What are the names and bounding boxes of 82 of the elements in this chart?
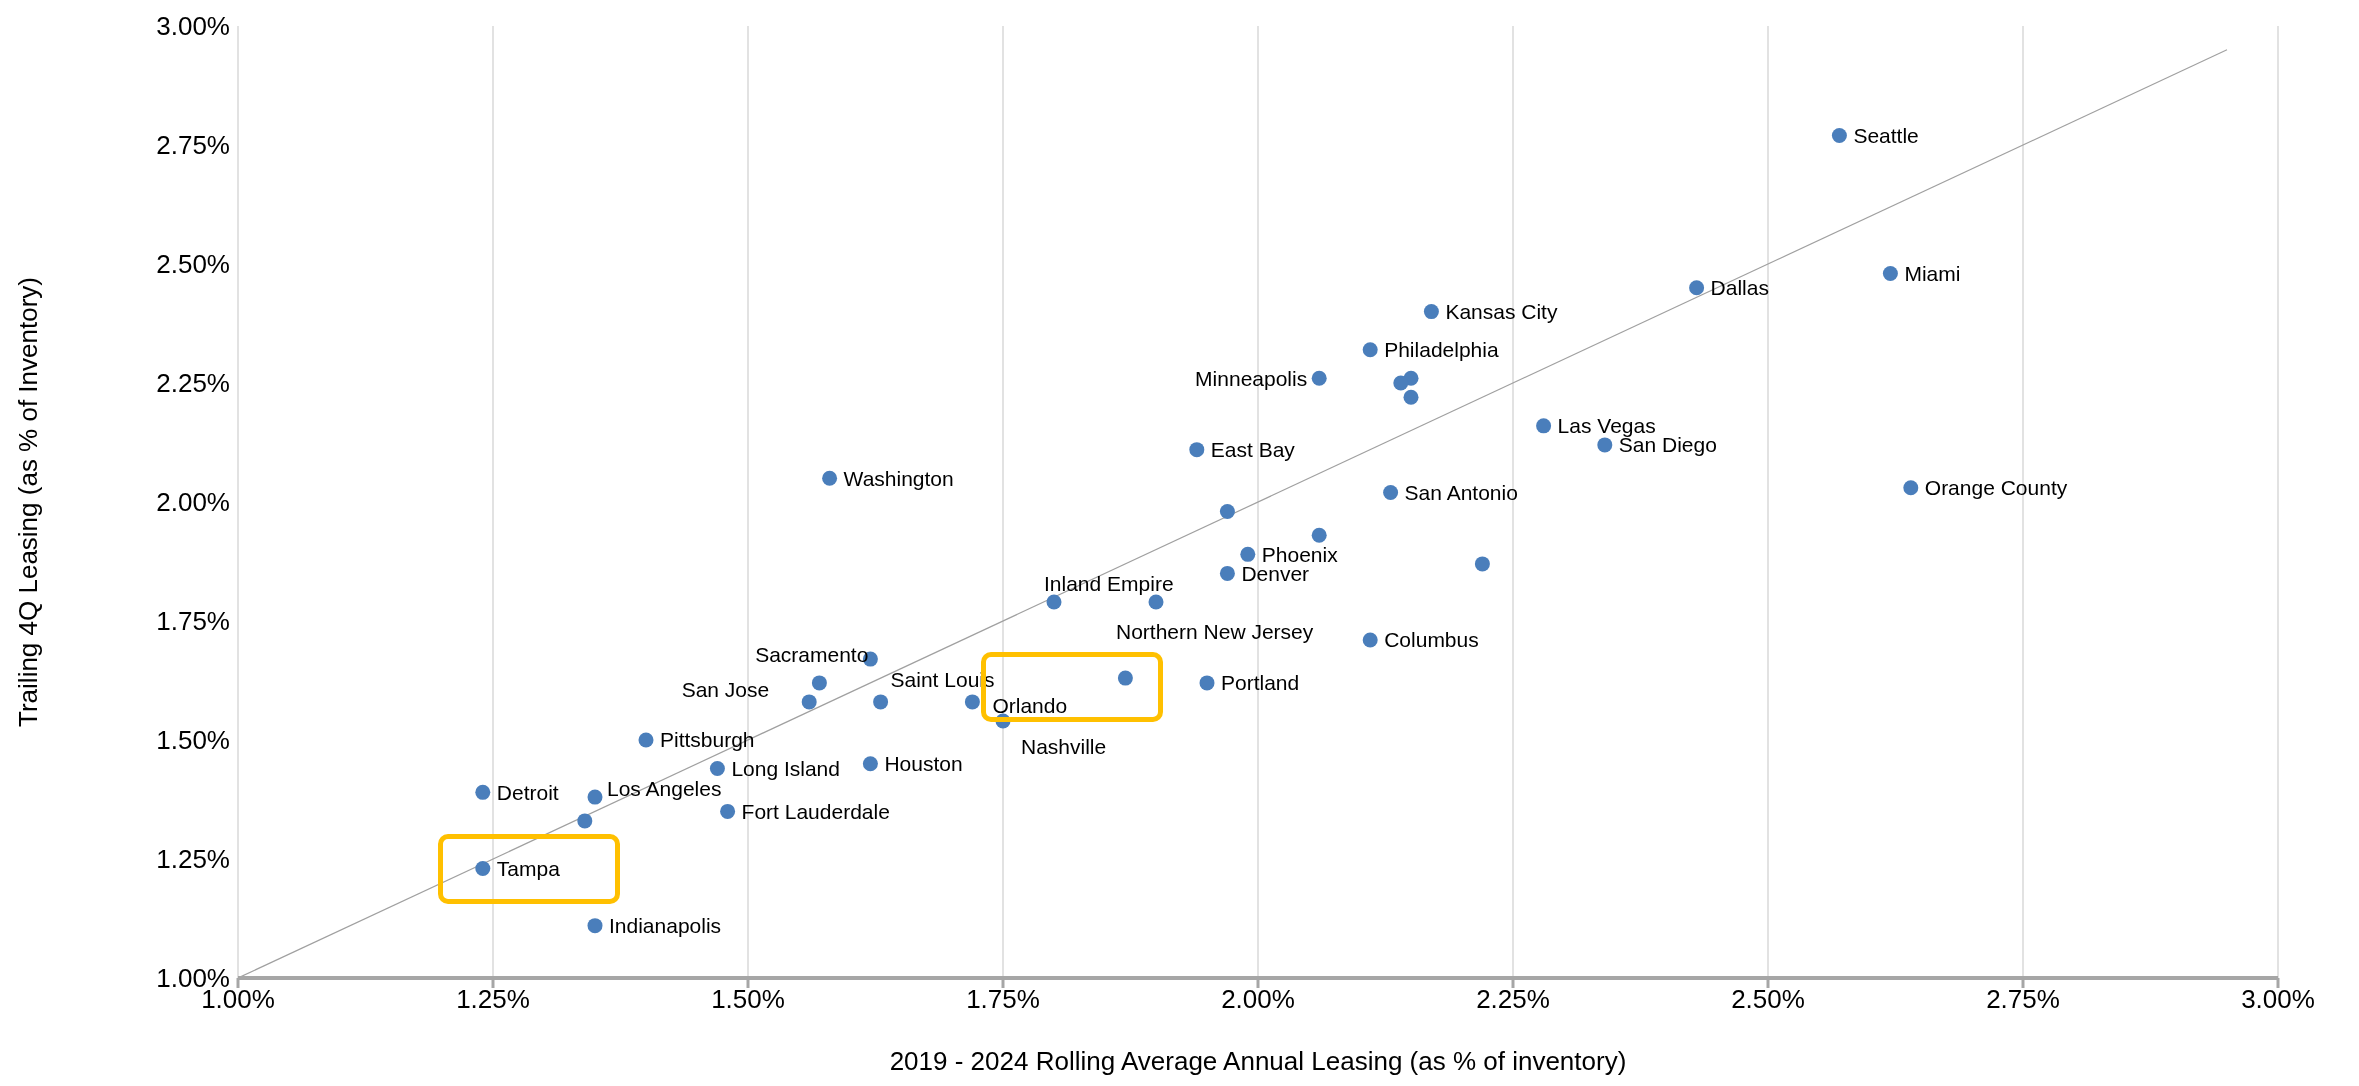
point [577,813,593,829]
annotation: Philadelphia [1384,338,1499,362]
annotation: East Bay [1210,437,1296,461]
point [1474,556,1490,572]
point [1882,266,1898,282]
point [1903,480,1919,496]
point [1046,594,1062,610]
point [1219,565,1235,581]
point [862,756,878,772]
x-tick-label: 3.00% [2241,984,2315,1015]
annotation: Las Vegas [1557,414,1656,438]
point [587,789,603,805]
point [1403,389,1419,405]
point [1148,594,1164,610]
annotation: Kansas City [1445,299,1558,323]
x-tick-label: 1.50% [711,984,785,1015]
annotation: Washington [843,466,954,490]
annotation: Minneapolis [1195,366,1308,390]
annotation: Dallas [1710,276,1769,300]
point [1362,632,1378,648]
x-tick-label: 2.50% [1731,984,1805,1015]
annotation: San Jose [681,678,770,702]
annotation: Inland Empire [1044,572,1174,596]
annotation: Houston [884,752,963,776]
point [1831,127,1847,143]
y-axis-title: Trailing 4Q Leasing (as % of Inventory) [13,277,44,727]
y-tick-label: 2.50% [156,249,230,280]
annotation: Portland [1221,671,1300,695]
point [811,675,827,691]
point [801,694,817,710]
annotation: Orange County [1924,476,2068,500]
point [1199,675,1215,691]
point [638,732,654,748]
x-tick-label: 2.00% [1221,984,1295,1015]
annotation: Tampa [496,856,561,880]
point [1536,418,1552,434]
point [1219,504,1235,520]
annotation: Detroit [496,780,559,804]
point [709,761,725,777]
point [873,694,889,710]
annotation: Los Angeles [607,777,722,801]
point [1362,342,1378,358]
y-tick-label: 1.50% [156,725,230,756]
point [964,694,980,710]
point [720,803,736,819]
point [1383,484,1399,500]
x-tick-label: 2.75% [1986,984,2060,1015]
point [587,918,603,934]
annotation: Sacramento [755,643,869,667]
annotation: Indianapolis [609,913,722,937]
point [1311,527,1327,543]
point [822,470,838,486]
annotation: Long Island [731,756,840,780]
x-axis-title: 2019 - 2024 Rolling Average Annual Leasing (as % of inventory) [889,1046,1627,1076]
point [475,784,491,800]
annotation: Columbus [1384,628,1479,652]
x-tick-label: 1.75% [966,984,1040,1015]
point [1597,437,1613,453]
annotation: Pittsburgh [660,728,755,752]
point [1189,442,1205,458]
point [1240,546,1256,562]
y-tick-label: 2.25% [156,368,230,399]
annotation: Seattle [1853,123,1919,147]
y-tick-label: 1.25% [156,844,230,875]
y-tick-label: 3.00% [156,11,230,42]
annotation: Nashville [1021,735,1107,759]
x-tick-label: 1.25% [456,984,530,1015]
point [1311,370,1327,386]
point [475,861,491,877]
x-tick-label: 2.25% [1476,984,1550,1015]
annotation: Fort Lauderdale [741,799,890,823]
annotation: San Antonio [1404,480,1518,504]
y-tick-label: 1.75% [156,606,230,637]
y-tick-label: 2.75% [156,130,230,161]
point [1423,304,1439,320]
point [1689,280,1705,296]
point [1393,375,1409,391]
annotation: Miami [1904,261,1961,285]
annotation: Northern New Jersey [1116,620,1314,644]
annotation: Orlando [992,694,1068,718]
y-tick-label: 2.00% [156,487,230,518]
point [1117,670,1133,686]
